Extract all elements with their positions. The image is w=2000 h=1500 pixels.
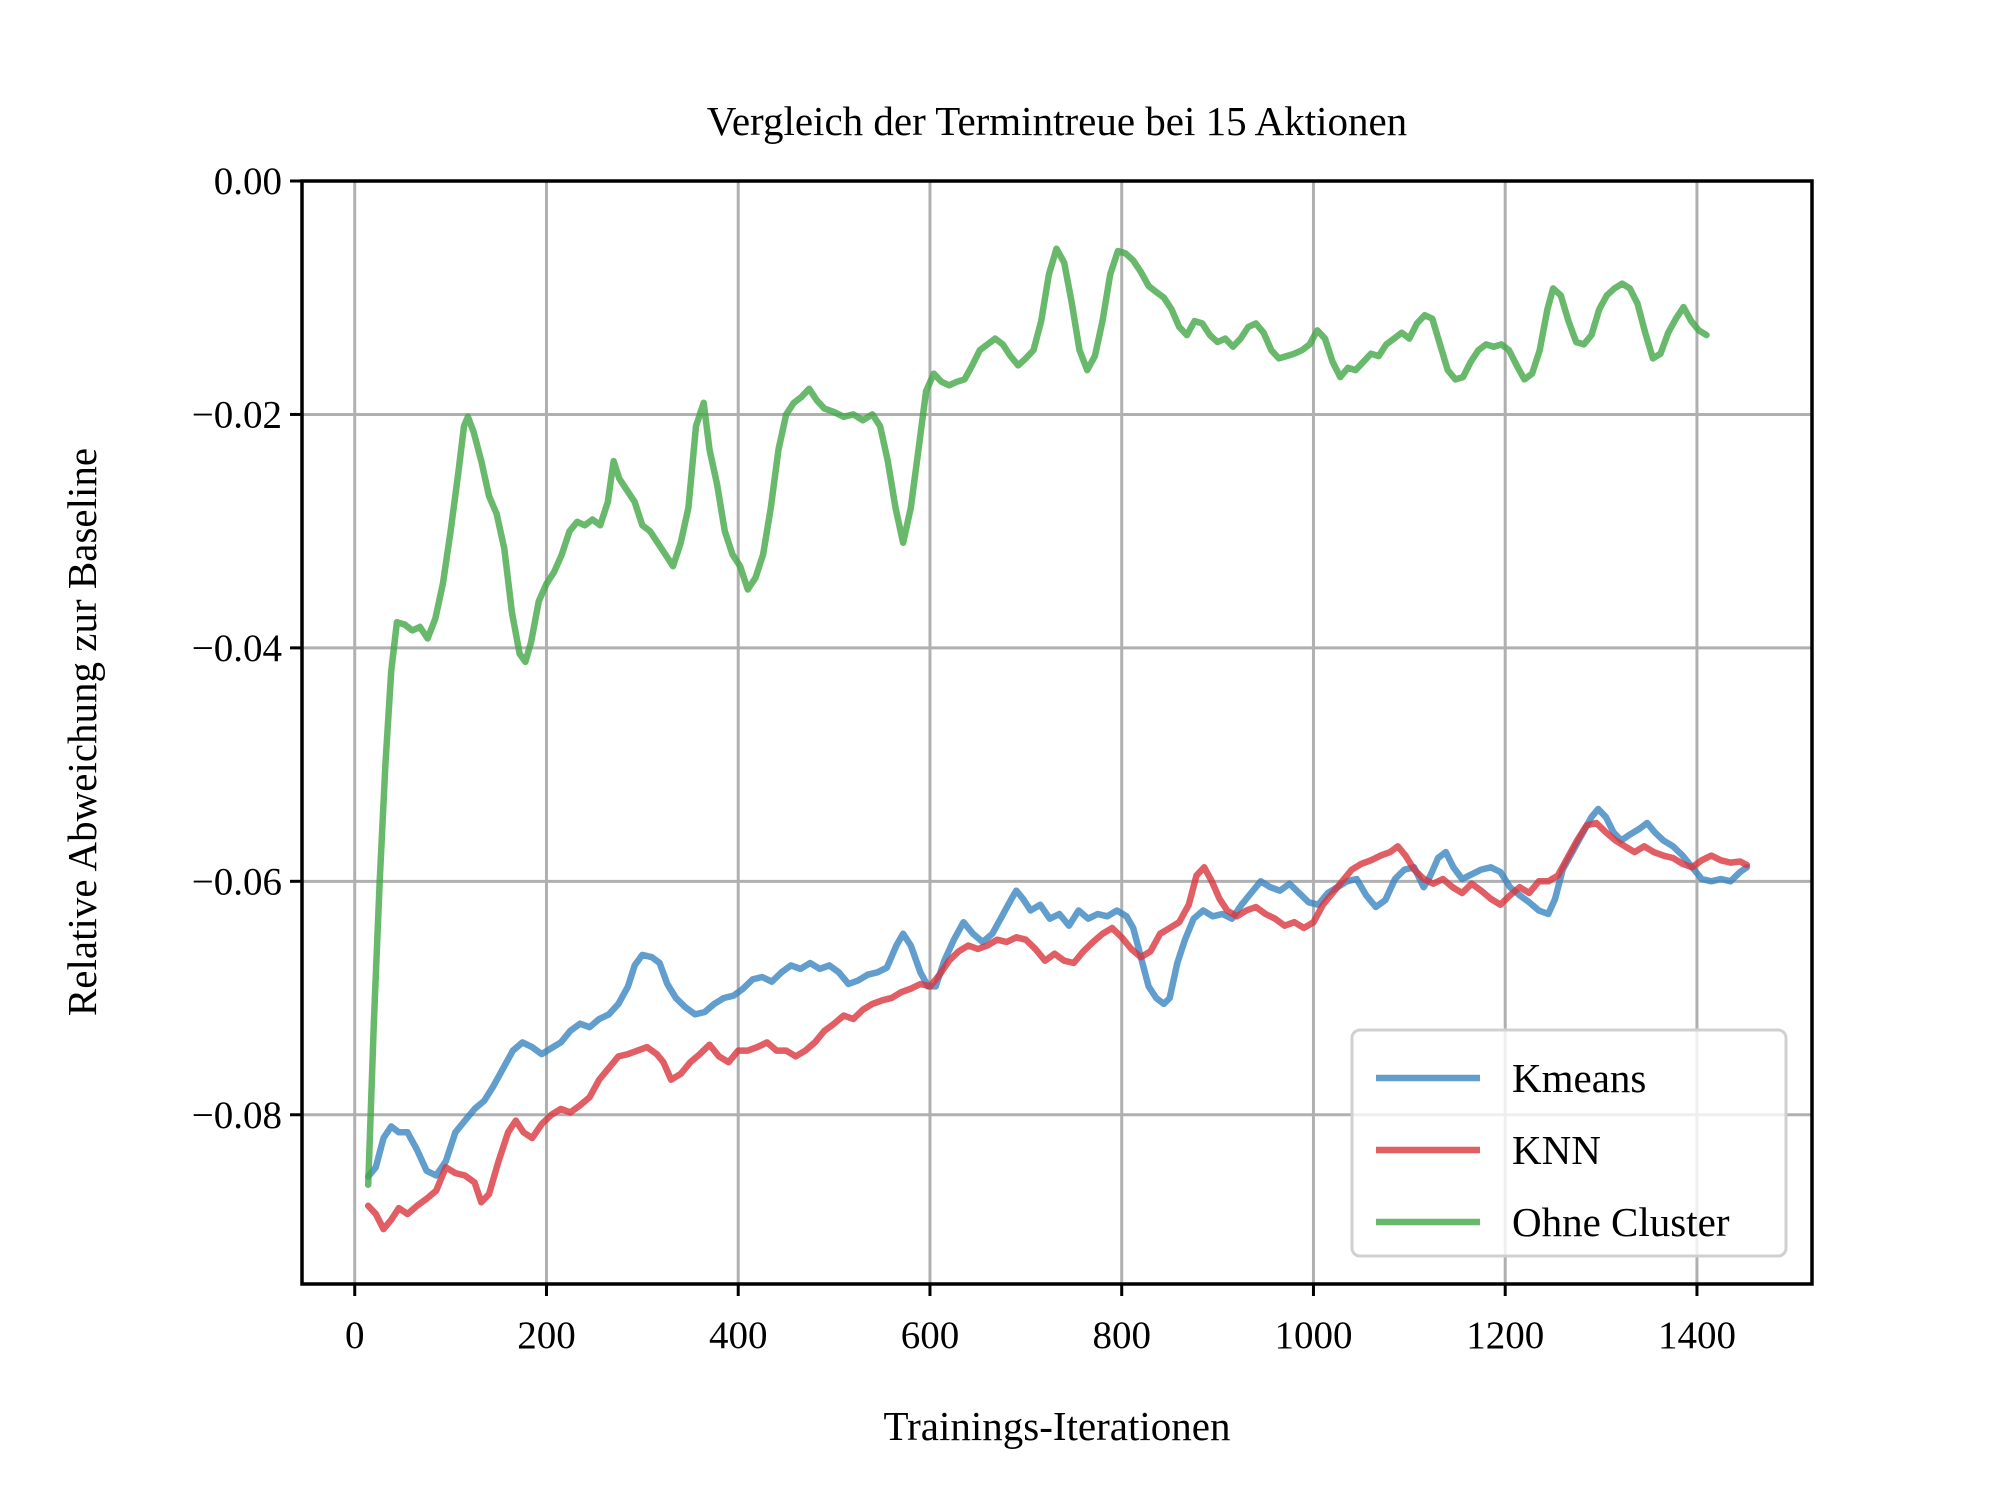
y-tick-label: −0.04 <box>192 627 282 670</box>
series-layer <box>364 245 1751 1233</box>
x-tick-label: 800 <box>1092 1314 1151 1357</box>
x-tick-label: 1200 <box>1466 1314 1544 1357</box>
plot-frame <box>300 179 1814 1286</box>
x-tick-label: 600 <box>901 1314 960 1357</box>
x-tick-label: 400 <box>709 1314 768 1357</box>
series-line-kmeans <box>364 805 1751 1180</box>
x-tick-label: 200 <box>517 1314 576 1357</box>
y-tick-label: 0.00 <box>214 160 282 203</box>
y-tick-label: −0.08 <box>192 1094 282 1137</box>
x-axis: 0 200 400 600 800 1000 1200 1400 <box>345 1284 1736 1357</box>
series-line-knn <box>364 819 1751 1233</box>
y-tick-label: −0.02 <box>192 393 282 436</box>
legend-label-ohne-cluster: Ohne Cluster <box>1512 1199 1730 1245</box>
legend-box <box>1350 1028 1788 1258</box>
y-axis: 0.00 −0.02 −0.04 −0.06 −0.08 <box>192 160 302 1137</box>
x-tick-label: 1400 <box>1658 1314 1736 1357</box>
x-tick-label: 0 <box>345 1314 365 1357</box>
chart-title: Vergleich der Termintreue bei 15 Aktione… <box>707 98 1407 144</box>
y-axis-label: Relative Abweichung zur Baseline <box>59 448 105 1016</box>
x-tick-label: 1000 <box>1274 1314 1352 1357</box>
y-tick-label: −0.06 <box>192 860 282 903</box>
series-line-ohne-cluster <box>364 245 1710 1189</box>
legend-label-knn: KNN <box>1512 1127 1601 1173</box>
legend-label-kmeans: Kmeans <box>1512 1055 1646 1101</box>
x-axis-label: Trainings-Iterationen <box>884 1403 1231 1449</box>
legend: Kmeans KNN Ohne Cluster <box>1350 1028 1788 1258</box>
